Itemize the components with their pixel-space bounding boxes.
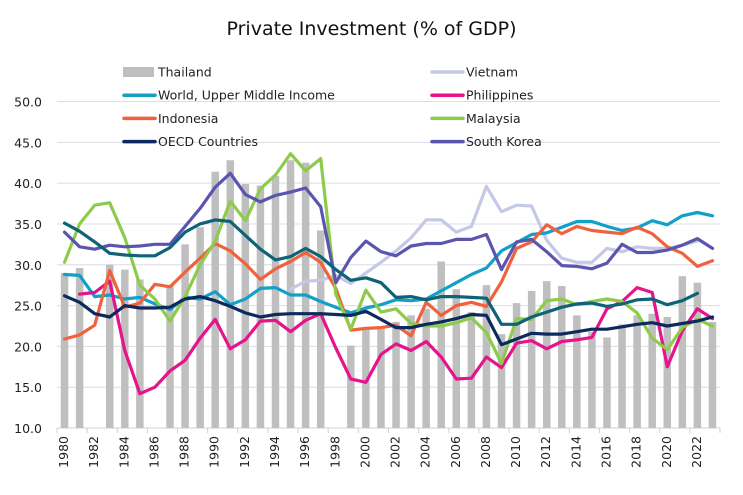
y-tick-label: 45.0	[14, 135, 42, 150]
bar-thailand	[271, 175, 280, 428]
y-tick-label: 50.0	[14, 95, 42, 110]
x-tick-label: 2000	[357, 436, 372, 468]
bar-thailand	[60, 272, 69, 428]
bar-thailand	[452, 289, 461, 428]
bar-thailand	[226, 160, 235, 428]
x-tick-label: 2014	[568, 436, 583, 468]
y-tick-label: 20.0	[14, 339, 42, 354]
x-tick-label: 2022	[689, 436, 704, 468]
bar-thailand	[377, 327, 385, 428]
x-tick-label: 1994	[267, 436, 282, 468]
y-tick-label: 25.0	[14, 299, 42, 314]
y-tick-label: 35.0	[14, 217, 42, 232]
line-philippines	[78, 279, 715, 396]
line-indonesia	[62, 223, 715, 341]
bar-thailand	[166, 285, 174, 428]
bar-thailand	[407, 315, 415, 428]
bar-thailand	[693, 282, 702, 428]
bar-thailand	[196, 227, 204, 428]
bar-thailand	[181, 244, 189, 428]
legend-label-world-upper-middle-income: World, Upper Middle Income	[158, 88, 335, 103]
bar-thailand	[241, 183, 250, 428]
x-tick-label: 2002	[388, 436, 403, 468]
bar-thailand	[316, 230, 325, 428]
legend-label-south-korea: South Korea	[466, 134, 542, 149]
legend-label-philippines: Philippines	[466, 88, 533, 103]
x-tick-label: 1982	[86, 436, 101, 468]
x-tick-label: 2012	[538, 436, 553, 468]
legend-label-vietnam: Vietnam	[466, 65, 518, 80]
x-tick-label: 2020	[659, 436, 674, 468]
bar-thailand	[558, 285, 566, 428]
line-south-korea	[62, 171, 715, 285]
x-tick-label: 1998	[327, 436, 342, 468]
legend-label-thailand: Thailand	[157, 65, 212, 80]
x-tick-label: 2006	[448, 436, 463, 468]
line-world-upper-middle-income	[62, 210, 715, 315]
bar-thailand	[512, 303, 521, 428]
line-unlabeled-series	[62, 218, 699, 326]
x-tick-label: 1990	[207, 436, 222, 468]
x-tick-label: 1996	[297, 436, 312, 468]
x-tick-label: 1986	[146, 436, 161, 468]
bar-thailand	[618, 324, 626, 428]
y-tick-label: 15.0	[14, 380, 42, 395]
x-tick-label: 1988	[177, 436, 192, 468]
x-tick-label: 1992	[237, 436, 252, 468]
x-tick-label: 2004	[418, 436, 433, 468]
bar-thailand	[603, 337, 611, 428]
x-tick-label: 2010	[508, 436, 523, 468]
bar-thailand	[648, 313, 656, 428]
chart-title: Private Investment (% of GDP)	[226, 18, 517, 40]
bar-thailand	[678, 276, 687, 428]
x-tick-label: 1980	[56, 436, 71, 468]
line-malaysia	[62, 152, 715, 366]
legend-label-indonesia: Indonesia	[158, 111, 218, 126]
bar-thailand	[75, 268, 84, 428]
bar-thailand	[708, 321, 717, 428]
line-vietnam	[289, 184, 699, 291]
bar-thailand	[663, 316, 672, 428]
line-oecd-countries	[62, 294, 715, 347]
bar-thailand	[588, 331, 596, 428]
bar-thailand	[573, 315, 581, 428]
legend-swatch-thailand	[123, 67, 154, 77]
x-tick-label: 2008	[478, 436, 493, 468]
bar-thailand	[467, 312, 476, 428]
bar-thailand	[437, 261, 445, 428]
x-tick-label: 1984	[116, 436, 131, 468]
bar-thailand	[527, 290, 536, 428]
y-tick-label: 10.0	[14, 421, 42, 436]
x-tick-label: 2018	[629, 436, 644, 468]
x-tick-label: 2016	[598, 436, 613, 468]
bar-thailand	[256, 185, 265, 428]
legend-label-oecd-countries: OECD Countries	[158, 134, 258, 149]
bar-thailand	[497, 334, 506, 428]
bar-thailand	[136, 279, 144, 428]
y-tick-label: 40.0	[14, 176, 42, 191]
bar-thailand	[347, 345, 355, 428]
bar-thailand	[105, 264, 114, 428]
bar-thailand	[633, 315, 641, 428]
y-tick-label: 30.0	[14, 258, 42, 273]
legend-label-malaysia: Malaysia	[466, 111, 521, 126]
bar-thailand	[542, 281, 551, 428]
bar-thailand	[392, 321, 400, 428]
bar-thailand	[422, 308, 430, 428]
